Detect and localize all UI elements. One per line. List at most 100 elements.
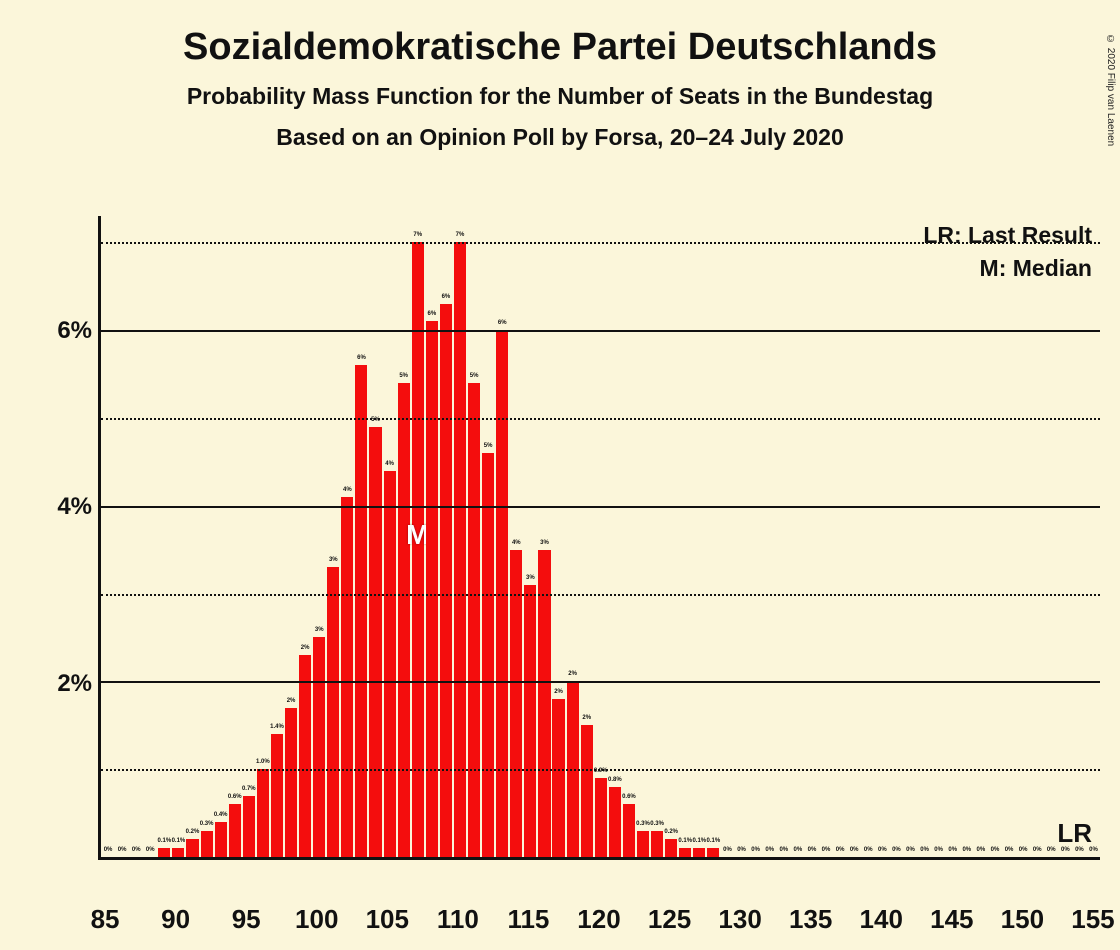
bar: 0.1% [172,848,184,857]
bar: 0.3% [637,831,649,857]
bar: 0.3% [651,831,663,857]
bar-slot: 0% [101,216,115,857]
bar-slot: 0% [988,216,1002,857]
bar: 0.1% [693,848,705,857]
bar-value-label: 0% [962,847,971,853]
bar-value-label: 0% [794,847,803,853]
bar-value-label: 7% [456,232,465,238]
bar-slot: 0% [1030,216,1044,857]
bar-slot: 0% [833,216,847,857]
x-tick-label: 130 [718,904,761,935]
bar: 0.1% [158,848,170,857]
bar-value-label: 0% [920,847,929,853]
bar: 0.2% [665,839,677,857]
bar-value-label: 0.1% [707,838,721,844]
bar: 4% [510,550,522,857]
bar-slot: 0% [847,216,861,857]
bar-value-label: 0% [118,847,127,853]
bar-value-label: 0% [1047,847,1056,853]
bar-slot: 0% [1044,216,1058,857]
bars-container: 0%0%0%0%0.1%0.1%0.2%0.3%0.4%0.6%0.7%1.0%… [101,216,1100,857]
bar-slot: 0% [918,216,932,857]
x-tick-label: 125 [648,904,691,935]
bar-slot: 0.8% [608,216,622,857]
bar-value-label: 0% [1033,847,1042,853]
plot-area: LR: Last Result M: Median LR 0%0%0%0%0.1… [98,216,1100,860]
bar: 5% [482,453,494,857]
bar-value-label: 4% [343,487,352,493]
bar: 0.7% [243,796,255,857]
bar-slot: 6% [495,216,509,857]
bar-value-label: 0.8% [608,777,622,783]
bar-value-label: 5% [484,443,493,449]
chart-subtitle-1: Probability Mass Function for the Number… [0,83,1120,110]
bar-slot: 0.1% [157,216,171,857]
x-tick-label: 145 [930,904,973,935]
x-tick-label: 95 [232,904,261,935]
bar-value-label: 2% [554,689,563,695]
gridline-major [101,681,1100,683]
bar-value-label: 0% [1075,847,1084,853]
bar-value-label: 0% [1019,847,1028,853]
bar: 0.3% [201,831,213,857]
bar: 2% [285,708,297,857]
bar-value-label: 0% [104,847,113,853]
bar-slot: 3% [537,216,551,857]
bar: 0.9% [595,778,607,857]
x-tick-label: 120 [577,904,620,935]
bar-slot: 0.3% [200,216,214,857]
bar-value-label: 0% [850,847,859,853]
bar: 0.6% [623,804,635,857]
bar-value-label: 0.7% [242,786,256,792]
bar: 0.4% [215,822,227,857]
bar-value-label: 3% [315,627,324,633]
bar-slot: 3% [312,216,326,857]
bar-slot: 0.4% [214,216,228,857]
bar-slot: 2% [298,216,312,857]
bar-value-label: 3% [526,575,535,581]
bar-slot: 2% [552,216,566,857]
bar-value-label: 0% [934,847,943,853]
bar-slot: 0% [115,216,129,857]
bar-slot: 0% [932,216,946,857]
bar-value-label: 0% [751,847,760,853]
x-tick-label: 140 [860,904,903,935]
bar: 0.1% [707,848,719,857]
bar-slot: 0.1% [678,216,692,857]
bar-value-label: 0.3% [200,821,214,827]
bar-slot: 1.0% [256,216,270,857]
bar-value-label: 0.4% [214,812,228,818]
bar-slot: 0% [777,216,791,857]
bar-slot: 0.1% [706,216,720,857]
bar-slot: 0% [1072,216,1086,857]
bar-slot: 0% [749,216,763,857]
bar-slot: 0% [861,216,875,857]
bar: 0.1% [679,848,691,857]
bar-slot: 1.4% [270,216,284,857]
y-axis: 2%4%6% [40,216,98,860]
chart: 2%4%6% LR: Last Result M: Median LR 0%0%… [40,216,1100,900]
bar-slot: 0% [143,216,157,857]
bar-value-label: 0.2% [186,829,200,835]
bar-value-label: 6% [442,294,451,300]
bar-slot: 0% [875,216,889,857]
bar: 6% [426,321,438,857]
bar-value-label: 0% [991,847,1000,853]
chart-subtitle-2: Based on an Opinion Poll by Forsa, 20–24… [0,124,1120,151]
bar-slot: 0% [735,216,749,857]
bar-slot: 5% [467,216,481,857]
bar: 2% [299,655,311,857]
bar-value-label: 0% [1061,847,1070,853]
bar-value-label: 0% [146,847,155,853]
bar: 3% [538,550,550,857]
bar-value-label: 2% [287,698,296,704]
bar-value-label: 0% [948,847,957,853]
gridline-minor [101,769,1100,771]
x-tick-label: 150 [1001,904,1044,935]
bar-slot: 3% [326,216,340,857]
y-tick-label: 2% [57,670,92,698]
chart-title: Sozialdemokratische Partei Deutschlands [0,26,1120,69]
bar-slot: 3% [523,216,537,857]
bar: 6% [355,365,367,857]
gridline-minor [101,594,1100,596]
